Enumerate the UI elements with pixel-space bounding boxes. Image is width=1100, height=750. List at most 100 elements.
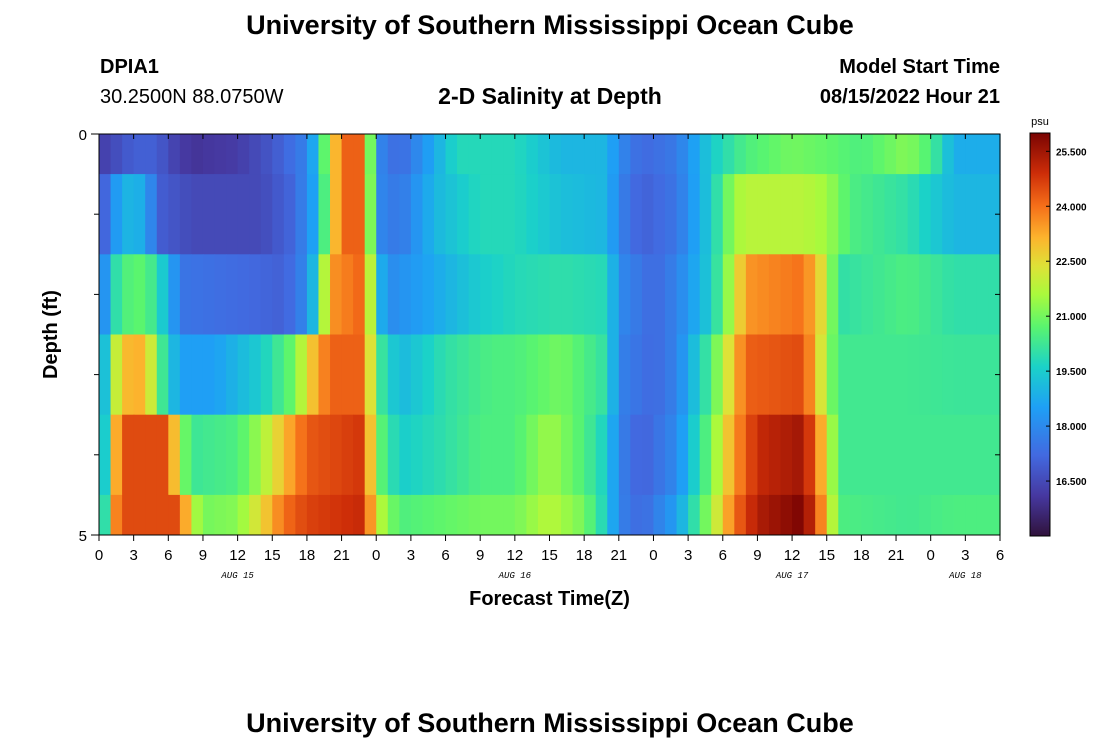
heatmap-cell xyxy=(734,254,747,335)
heatmap-cell xyxy=(237,414,250,496)
heatmap-cell xyxy=(330,254,343,335)
x-tick-label: 12 xyxy=(507,547,524,564)
heatmap-cell xyxy=(376,414,389,496)
heatmap-cell xyxy=(283,334,296,416)
heatmap-cell xyxy=(815,494,828,536)
heatmap-cell xyxy=(641,334,655,416)
heatmap-cell xyxy=(480,254,493,335)
heatmap-cell xyxy=(699,414,712,496)
plot-title: 2-D Salinity at Depth xyxy=(438,83,662,109)
heatmap-cell xyxy=(930,334,943,416)
heatmap-cell xyxy=(722,334,735,416)
heatmap-cell xyxy=(330,494,343,536)
heatmap-cell xyxy=(202,414,216,496)
heatmap-cell xyxy=(745,414,759,496)
heatmap-cell xyxy=(630,174,643,255)
heatmap-cell xyxy=(803,414,816,496)
heatmap-cell xyxy=(722,174,735,255)
heatmap-cell xyxy=(364,494,377,536)
heatmap-cell xyxy=(260,494,273,536)
heatmap-cell xyxy=(549,494,562,536)
heatmap-cells xyxy=(99,134,1001,536)
heatmap-cell xyxy=(99,254,112,335)
heatmap-cell xyxy=(179,494,193,536)
heatmap-cell xyxy=(630,494,643,536)
heatmap-cell xyxy=(630,134,643,175)
heatmap-cell xyxy=(283,174,296,255)
heatmap-cell xyxy=(330,414,343,496)
heatmap-cell xyxy=(399,134,412,175)
heatmap-cell xyxy=(422,174,435,255)
heatmap-cell xyxy=(607,334,620,416)
heatmap-cell xyxy=(272,414,285,496)
heatmap-cell xyxy=(133,414,146,496)
heatmap-cell xyxy=(214,494,227,536)
heatmap-cell xyxy=(468,414,481,496)
heatmap-cell xyxy=(676,174,689,255)
heatmap-cell xyxy=(179,174,193,255)
heatmap-cell xyxy=(953,414,966,496)
heatmap-cell xyxy=(688,174,701,255)
heatmap-cell xyxy=(491,174,504,255)
heatmap-cell xyxy=(815,334,828,416)
heatmap-cell xyxy=(884,174,897,255)
colorbar-tick-label: 16.500 xyxy=(1056,477,1087,488)
heatmap-cell xyxy=(768,494,782,536)
heatmap-cell xyxy=(387,254,400,335)
heatmap-cell xyxy=(491,494,504,536)
heatmap-cell xyxy=(457,174,470,255)
heatmap-cell xyxy=(422,334,435,416)
colorbar-tick-label: 18.000 xyxy=(1056,422,1087,433)
heatmap-cell xyxy=(792,414,805,496)
heatmap-cell xyxy=(272,134,285,175)
heatmap-cell xyxy=(561,334,574,416)
heatmap-cell xyxy=(861,334,874,416)
heatmap-cell xyxy=(145,414,158,496)
heatmap-cell xyxy=(942,334,955,416)
heatmap-cell xyxy=(537,254,551,335)
heatmap-cell xyxy=(99,134,112,175)
heatmap-cell xyxy=(353,414,366,496)
heatmap-cell xyxy=(676,134,689,175)
heatmap-cell xyxy=(919,414,932,496)
heatmap-cell xyxy=(861,494,874,536)
x-tick-label: 3 xyxy=(684,547,692,564)
heatmap-cell xyxy=(410,414,424,496)
heatmap-cell xyxy=(792,494,805,536)
heatmap-cell xyxy=(872,134,886,175)
heatmap-cell xyxy=(930,254,943,335)
heatmap-cell xyxy=(884,414,897,496)
heatmap-cell xyxy=(907,254,920,335)
heatmap-cell xyxy=(514,254,527,335)
heatmap-cell xyxy=(872,174,886,255)
heatmap-cell xyxy=(503,334,516,416)
heatmap-cell xyxy=(595,134,608,175)
chart-title-bottom: University of Southern Mississippi Ocean… xyxy=(246,708,854,738)
heatmap-cell xyxy=(457,334,470,416)
heatmap-cell xyxy=(815,254,828,335)
heatmap-cell xyxy=(722,414,735,496)
heatmap-cell xyxy=(919,134,932,175)
heatmap-cell xyxy=(214,254,227,335)
heatmap-cell xyxy=(341,254,354,335)
x-tick-label: 18 xyxy=(576,547,593,564)
station-id: DPIA1 xyxy=(100,56,159,78)
heatmap-cell xyxy=(780,334,793,416)
heatmap-cell xyxy=(537,334,551,416)
heatmap-cell xyxy=(457,494,470,536)
heatmap-cell xyxy=(526,414,539,496)
heatmap-cell xyxy=(318,414,331,496)
heatmap-cell xyxy=(780,494,793,536)
heatmap-cell xyxy=(907,334,920,416)
heatmap-cell xyxy=(99,494,112,536)
heatmap-cell xyxy=(110,174,123,255)
heatmap-cell xyxy=(491,254,504,335)
heatmap-cell xyxy=(792,254,805,335)
heatmap-cell xyxy=(283,414,296,496)
x-day-label: AUG 18 xyxy=(948,571,982,581)
heatmap-cell xyxy=(156,254,169,335)
heatmap-cell xyxy=(907,174,920,255)
x-tick-label: 21 xyxy=(333,547,350,564)
heatmap-cell xyxy=(826,254,839,335)
